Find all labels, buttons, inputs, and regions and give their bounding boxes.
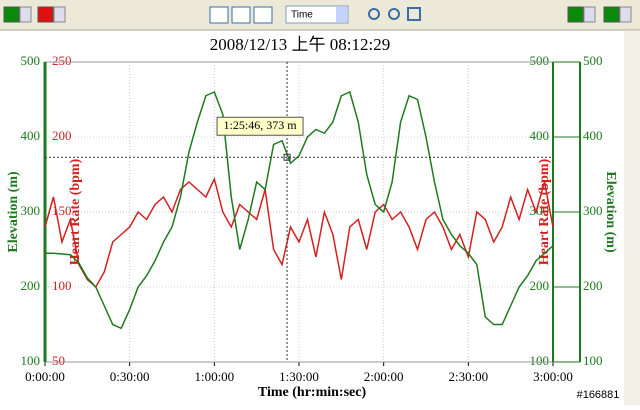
color-swatch[interactable] xyxy=(3,6,20,23)
y-tick-label: 100 xyxy=(21,353,41,368)
cursor-point xyxy=(283,153,291,161)
x-tick-label: 1:30:00 xyxy=(279,369,319,384)
x-tick-label: 2:00:00 xyxy=(364,369,404,384)
y-tick-label-right: 400 xyxy=(530,128,550,143)
color-swatch[interactable] xyxy=(567,6,584,23)
lines-button[interactable] xyxy=(231,6,251,24)
y-axis-title-right: Elevation (m) xyxy=(603,171,618,253)
y2-tick-label: 100 xyxy=(52,278,72,293)
y-tick-label-right-outer: 100 xyxy=(583,353,603,368)
grid-button[interactable] xyxy=(209,6,229,24)
y2-tick-label: 250 xyxy=(52,53,72,68)
y-tick-label-right-outer: 200 xyxy=(583,278,603,293)
series-line xyxy=(45,90,554,330)
y-tick-label-right-outer: 300 xyxy=(583,203,603,218)
color-swatch[interactable] xyxy=(603,6,620,23)
y-tick-label-right: 200 xyxy=(530,278,550,293)
dropdown-arrow[interactable] xyxy=(19,6,32,23)
color-swatch[interactable] xyxy=(37,6,54,23)
y2-axis-title-right: Heart Rate (bpm) xyxy=(537,158,552,265)
x-axis-title: Time (hr:min:sec) xyxy=(258,385,367,400)
x-tick-label: 3:00:00 xyxy=(533,369,573,384)
plot: 0:00:00 0:30:00 1:00:00 1:30:00 2:00:00 2:30:… xyxy=(6,53,618,384)
x-tick-label: 2:30:00 xyxy=(448,369,488,384)
cursor-label: 1:25:46, 373 m xyxy=(224,118,298,132)
time-select[interactable] xyxy=(285,5,349,24)
dropdown-arrow[interactable] xyxy=(619,6,632,23)
y-axis-title: Elevation (m) xyxy=(6,171,21,253)
zoom-fit[interactable] xyxy=(407,7,421,21)
watermark: #166881 xyxy=(577,389,620,401)
series-line xyxy=(44,176,554,289)
zoom-in[interactable] xyxy=(368,8,380,20)
y2-axis-title: Heart Rate (bpm) xyxy=(68,158,83,265)
y-tick-label-right: 500 xyxy=(530,53,550,68)
color-pickers-left[interactable] xyxy=(3,6,66,23)
y-tick-label: 500 xyxy=(21,53,41,68)
dropdown-arrow[interactable] xyxy=(583,6,596,23)
y2-tick-label: 200 xyxy=(52,128,72,143)
chart-title: 2008/12/13 上午 08:12:29 xyxy=(210,35,390,54)
y-tick-label: 300 xyxy=(21,203,41,218)
y-tick-label: 400 xyxy=(21,128,41,143)
y-tick-label: 200 xyxy=(21,278,41,293)
curve-button[interactable] xyxy=(253,6,273,24)
y-tick-label-right: 100 xyxy=(530,353,550,368)
y-tick-label-right-outer: 500 xyxy=(583,53,603,68)
dropdown-arrow[interactable] xyxy=(53,6,66,23)
y2-tick-label: 50 xyxy=(52,353,65,368)
cursor-tooltip xyxy=(216,116,304,136)
y-tick-label-right-outer: 400 xyxy=(583,128,603,143)
x-tick-label: 0:30:00 xyxy=(110,369,150,384)
scrollbar[interactable] xyxy=(624,31,640,405)
time-select-text[interactable]: Time xyxy=(291,10,313,21)
x-tick-label: 0:00:00 xyxy=(25,369,65,384)
x-tick-label: 1:00:00 xyxy=(194,369,234,384)
dropdown-arrow[interactable] xyxy=(336,7,347,22)
zoom-out[interactable] xyxy=(388,8,400,20)
